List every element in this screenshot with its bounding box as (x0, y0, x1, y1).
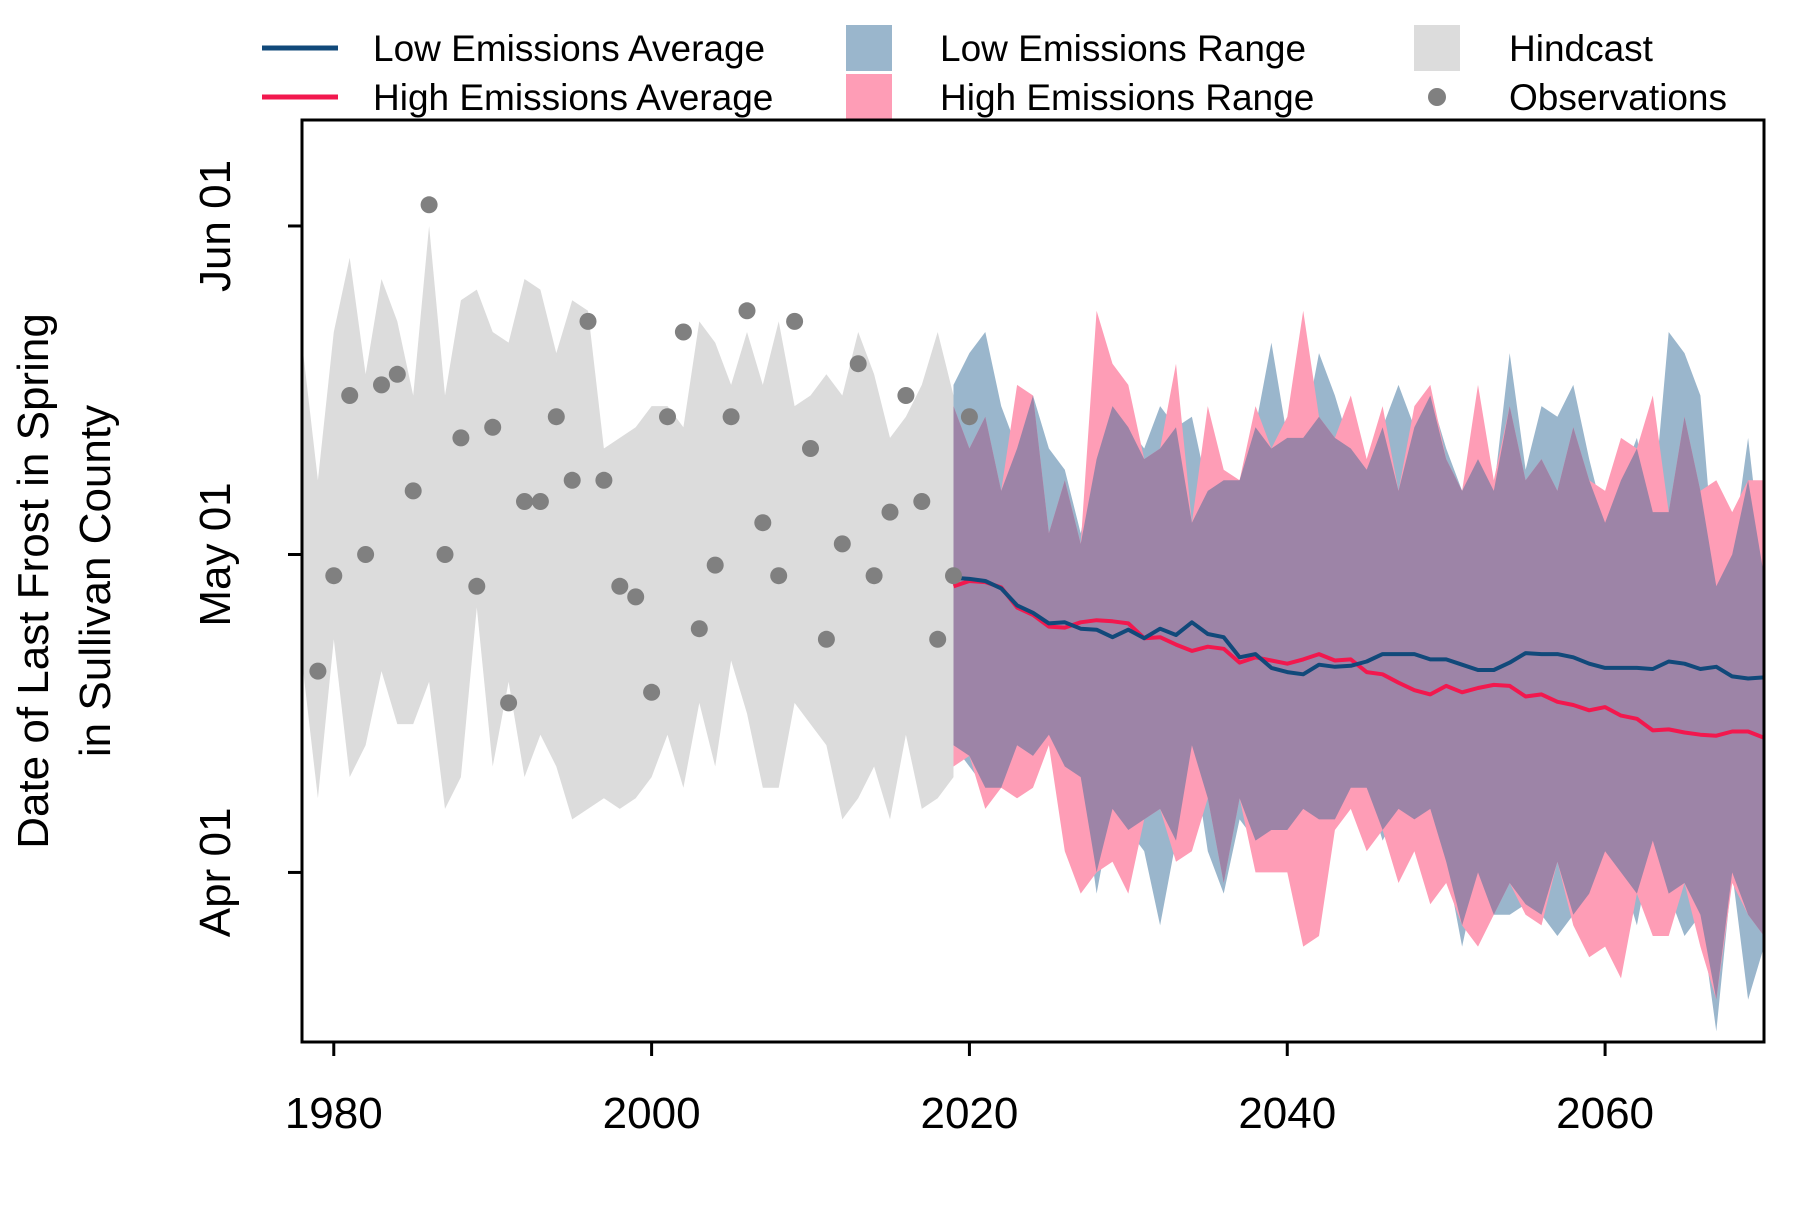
x-tick-label: 2000 (603, 1089, 701, 1138)
observation-point (865, 567, 883, 585)
legend: Low Emissions Average High Emissions Ave… (262, 25, 1727, 120)
high-emissions-average-line (952, 579, 1764, 740)
observation-point (960, 408, 978, 426)
observation-point (786, 312, 804, 330)
observation-point (531, 493, 549, 510)
legend-label-low-range: Low Emissions Range (940, 28, 1306, 69)
observation-point (929, 630, 947, 648)
legend-label-high-avg: High Emissions Average (373, 77, 773, 118)
observation-point (754, 514, 772, 532)
observation-point (484, 418, 502, 436)
hindcast-layer (302, 226, 954, 820)
observation-point (945, 567, 962, 585)
range-overlap-area (953, 395, 1764, 1000)
plot-frame (300, 118, 1766, 1044)
average-lines-layer (952, 575, 1764, 740)
observation-point (627, 588, 645, 606)
observation-point (404, 482, 422, 500)
observation-point (341, 387, 359, 404)
observation-point (547, 408, 565, 426)
range-layer (953, 310, 1764, 1032)
y-axis-title-line-2: in Sullivan County (71, 405, 120, 757)
legend-label-low-avg: Low Emissions Average (373, 28, 765, 69)
observation-point (643, 683, 661, 701)
hindcast-range-area (302, 226, 954, 820)
y-axis-title-line-1: Date of Last Frost in Spring (9, 313, 58, 849)
y-tick-label: Jun 01 (191, 160, 240, 292)
observation-point (420, 196, 438, 214)
x-tick-label: 2020 (920, 1089, 1018, 1138)
observations-layer (309, 196, 978, 712)
observation-point (738, 302, 756, 320)
observation-point (913, 493, 931, 510)
observation-point (849, 355, 867, 373)
y-tick-label: Apr 01 (191, 808, 240, 938)
observation-point (674, 323, 692, 341)
legend-swatch-low-range (846, 25, 892, 71)
legend-label-observations: Observations (1509, 77, 1727, 118)
observation-point (659, 408, 676, 426)
observation-point (897, 387, 915, 404)
observation-point (516, 493, 533, 510)
observation-point (436, 546, 454, 563)
observation-point (563, 471, 581, 489)
observation-point (690, 620, 708, 638)
observation-point (802, 440, 819, 457)
y-axis-title: Date of Last Frost in Spring in Sullivan… (9, 313, 120, 849)
legend-label-hindcast: Hindcast (1509, 28, 1654, 69)
observation-point (357, 546, 375, 563)
legend-swatch-high-range (846, 74, 892, 120)
observation-point (706, 556, 724, 574)
x-tick-label: 1980 (285, 1089, 383, 1138)
observation-point (833, 535, 851, 553)
legend-label-high-range: High Emissions Range (940, 77, 1314, 118)
observation-point (595, 471, 613, 489)
low-emissions-average-line (953, 575, 1764, 681)
observation-point (452, 429, 470, 447)
observation-point (373, 376, 390, 394)
legend-swatch-observations (1428, 88, 1446, 106)
observation-point (770, 567, 788, 585)
observation-point (325, 567, 343, 585)
observation-point (611, 577, 629, 595)
legend-swatch-hindcast (1414, 25, 1460, 71)
observation-point (579, 312, 597, 330)
observation-point (500, 694, 518, 712)
axes: 1980 2000 2020 2040 2060 Apr 01 May 01 Jun 01 (191, 118, 1766, 1138)
observation-point (388, 365, 406, 383)
x-tick-label: 2040 (1238, 1089, 1336, 1138)
plot-layers (302, 196, 1764, 1032)
y-tick-label: May 01 (191, 482, 240, 626)
observation-point (468, 577, 486, 595)
observation-point (309, 662, 327, 680)
observation-point (881, 503, 899, 521)
observation-point (722, 408, 740, 426)
observation-point (817, 630, 835, 648)
x-tick-label: 2060 (1556, 1089, 1654, 1138)
